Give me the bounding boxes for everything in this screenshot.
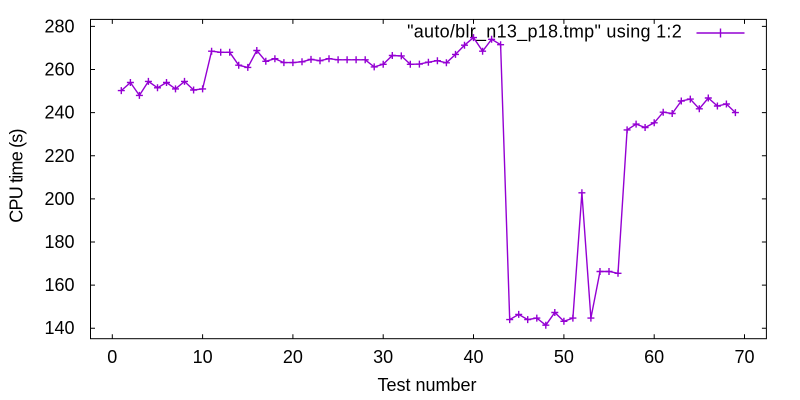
svg-text:40: 40	[463, 347, 483, 367]
svg-text:0: 0	[107, 347, 117, 367]
svg-text:CPU time (s): CPU time (s)	[7, 129, 27, 222]
svg-text:50: 50	[554, 347, 574, 367]
svg-text:Test number: Test number	[377, 375, 476, 395]
svg-text:200: 200	[44, 189, 74, 209]
svg-text:10: 10	[193, 347, 213, 367]
svg-text:70: 70	[734, 347, 754, 367]
svg-text:140: 140	[44, 318, 74, 338]
svg-text:240: 240	[44, 103, 74, 123]
svg-text:160: 160	[44, 275, 74, 295]
svg-text:180: 180	[44, 232, 74, 252]
svg-text:20: 20	[283, 347, 303, 367]
svg-text:280: 280	[44, 16, 74, 36]
svg-text:60: 60	[644, 347, 664, 367]
svg-text:30: 30	[373, 347, 393, 367]
svg-text:260: 260	[44, 60, 74, 80]
svg-text:"auto/blr_n13_p18.tmp" using 1: "auto/blr_n13_p18.tmp" using 1:2	[407, 22, 682, 43]
svg-text:220: 220	[44, 146, 74, 166]
